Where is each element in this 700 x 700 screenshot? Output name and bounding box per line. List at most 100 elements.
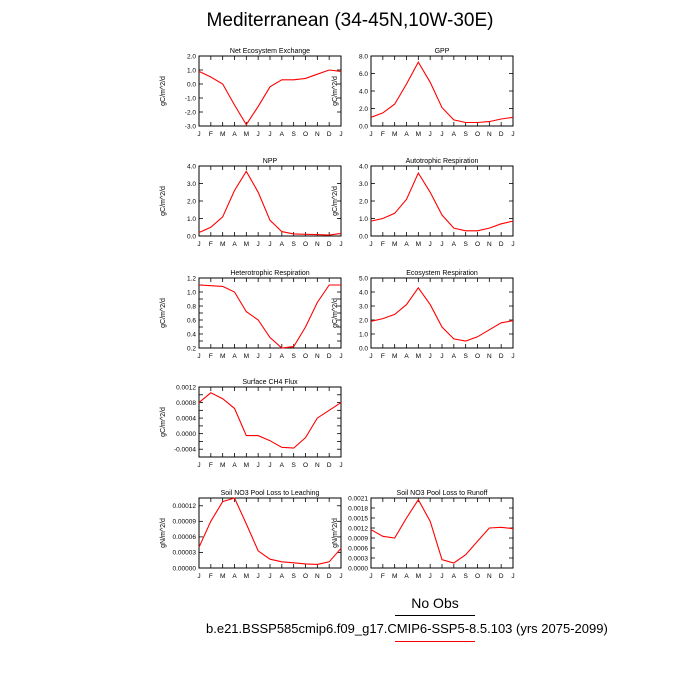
x-tick-label: N	[487, 131, 492, 138]
x-tick-label: J	[257, 573, 260, 580]
x-tick-label: D	[327, 131, 332, 138]
series-line	[198, 497, 342, 565]
y-tick-label: 1.0	[359, 216, 368, 223]
x-tick-label: N	[487, 241, 492, 248]
y-axis-label: gC/m^2/d	[160, 186, 167, 216]
x-tick-label: J	[511, 573, 514, 580]
x-tick-label: J	[369, 353, 372, 360]
y-tick-label: 1.0	[359, 331, 368, 338]
x-tick-label: N	[315, 241, 320, 248]
series-line	[370, 286, 514, 342]
x-tick-label: J	[369, 573, 372, 580]
series-line	[370, 498, 514, 564]
y-tick-label: 0.0009	[348, 535, 368, 542]
x-tick-label: J	[511, 353, 514, 360]
x-tick-label: J	[440, 353, 443, 360]
x-tick-label: M	[416, 573, 421, 580]
x-tick-label: O	[303, 462, 308, 469]
y-tick-label: 5.0	[359, 275, 368, 282]
panel-1: Net Ecosystem Exchange gC/m^2/d -3.0 -2.0 -1…	[160, 48, 343, 138]
y-tick-label: 0.00003	[173, 550, 197, 557]
x-tick-label: D	[499, 241, 504, 248]
x-tick-label: A	[404, 131, 409, 138]
y-tick-label: 4.0	[359, 289, 368, 296]
x-tick-label: J	[268, 353, 271, 360]
x-tick-label: M	[416, 131, 421, 138]
x-tick-label: A	[232, 353, 237, 360]
x-tick-label: F	[209, 241, 213, 248]
x-tick-label: J	[197, 573, 200, 580]
x-tick-label: S	[291, 573, 296, 580]
x-tick-label: J	[257, 462, 260, 469]
panel-title: Soil NO3 Pool Loss to Leaching	[221, 490, 320, 497]
y-tick-label: -2.0	[185, 109, 197, 116]
series-line	[370, 60, 514, 124]
plot-frame	[370, 497, 514, 569]
x-tick-label: D	[499, 573, 504, 580]
x-tick-label: A	[404, 241, 409, 248]
x-tick-label: S	[291, 462, 296, 469]
x-tick-label: S	[463, 131, 468, 138]
panel-4: Autotrophic Respiration gC/m^2/d 0.0 1.0 2.0…	[332, 158, 515, 248]
panel-title: Soil NO3 Pool Loss to Runoff	[397, 490, 488, 497]
panel-6: Ecosystem Respiration gC/m^2/d 0.0 1.0 2.0 3.…	[332, 270, 515, 360]
y-tick-label: 0.0	[187, 81, 196, 88]
x-tick-label: N	[487, 573, 492, 580]
x-tick-label: M	[392, 353, 397, 360]
x-tick-label: A	[232, 241, 237, 248]
y-tick-label: 1.0	[187, 67, 196, 74]
y-tick-label: 0.0012	[348, 525, 368, 532]
y-tick-label: 2.0	[187, 53, 196, 60]
x-tick-label: J	[197, 353, 200, 360]
x-tick-label: J	[511, 241, 514, 248]
y-tick-label: 0.0012	[176, 384, 196, 391]
x-tick-label: J	[369, 241, 372, 248]
series-line	[198, 69, 342, 126]
x-tick-label: J	[429, 353, 432, 360]
x-tick-label: J	[429, 573, 432, 580]
y-tick-label: 0.00006	[173, 534, 197, 541]
y-tick-label: 1.2	[187, 275, 196, 282]
x-tick-label: D	[327, 573, 332, 580]
page-title: Mediterranean (34-45N,10W-30E)	[206, 10, 494, 31]
x-tick-label: S	[291, 353, 296, 360]
x-tick-label: N	[315, 353, 320, 360]
y-tick-label: 0.0	[187, 233, 196, 240]
x-tick-label: A	[232, 462, 237, 469]
x-tick-label: J	[339, 241, 342, 248]
plot-frame	[370, 277, 514, 349]
y-axis-label: gC/m^2/d	[160, 407, 167, 437]
x-tick-label: M	[244, 241, 249, 248]
series-line	[370, 171, 514, 232]
x-tick-label: F	[209, 353, 213, 360]
x-tick-label: A	[452, 573, 457, 580]
x-tick-label: O	[475, 353, 480, 360]
x-tick-label: O	[303, 131, 308, 138]
x-tick-label: M	[244, 462, 249, 469]
x-tick-label: M	[220, 573, 225, 580]
x-tick-label: J	[257, 353, 260, 360]
x-tick-label: M	[220, 241, 225, 248]
x-tick-label: J	[197, 241, 200, 248]
x-tick-label: F	[381, 241, 385, 248]
y-tick-label: 6.0	[359, 71, 368, 78]
x-tick-label: A	[452, 353, 457, 360]
x-tick-label: J	[257, 131, 260, 138]
x-tick-label: O	[303, 241, 308, 248]
panel-title: Autotrophic Respiration	[406, 158, 479, 165]
y-axis-label: gC/m^2/d	[332, 298, 339, 328]
y-tick-label: 2.0	[359, 198, 368, 205]
x-tick-label: A	[280, 131, 285, 138]
x-tick-label: D	[499, 353, 504, 360]
x-tick-label: J	[268, 241, 271, 248]
x-tick-label: M	[220, 131, 225, 138]
x-tick-label: O	[475, 131, 480, 138]
panel-9: Soil NO3 Pool Loss to Runoff gN/m^2/d 0.00…	[332, 490, 515, 580]
y-tick-label: 0.0008	[176, 400, 196, 407]
y-tick-label: 0.0018	[348, 505, 368, 512]
y-tick-label: 8.0	[359, 53, 368, 60]
x-tick-label: F	[209, 462, 213, 469]
x-tick-label: M	[244, 131, 249, 138]
x-tick-label: S	[291, 241, 296, 248]
